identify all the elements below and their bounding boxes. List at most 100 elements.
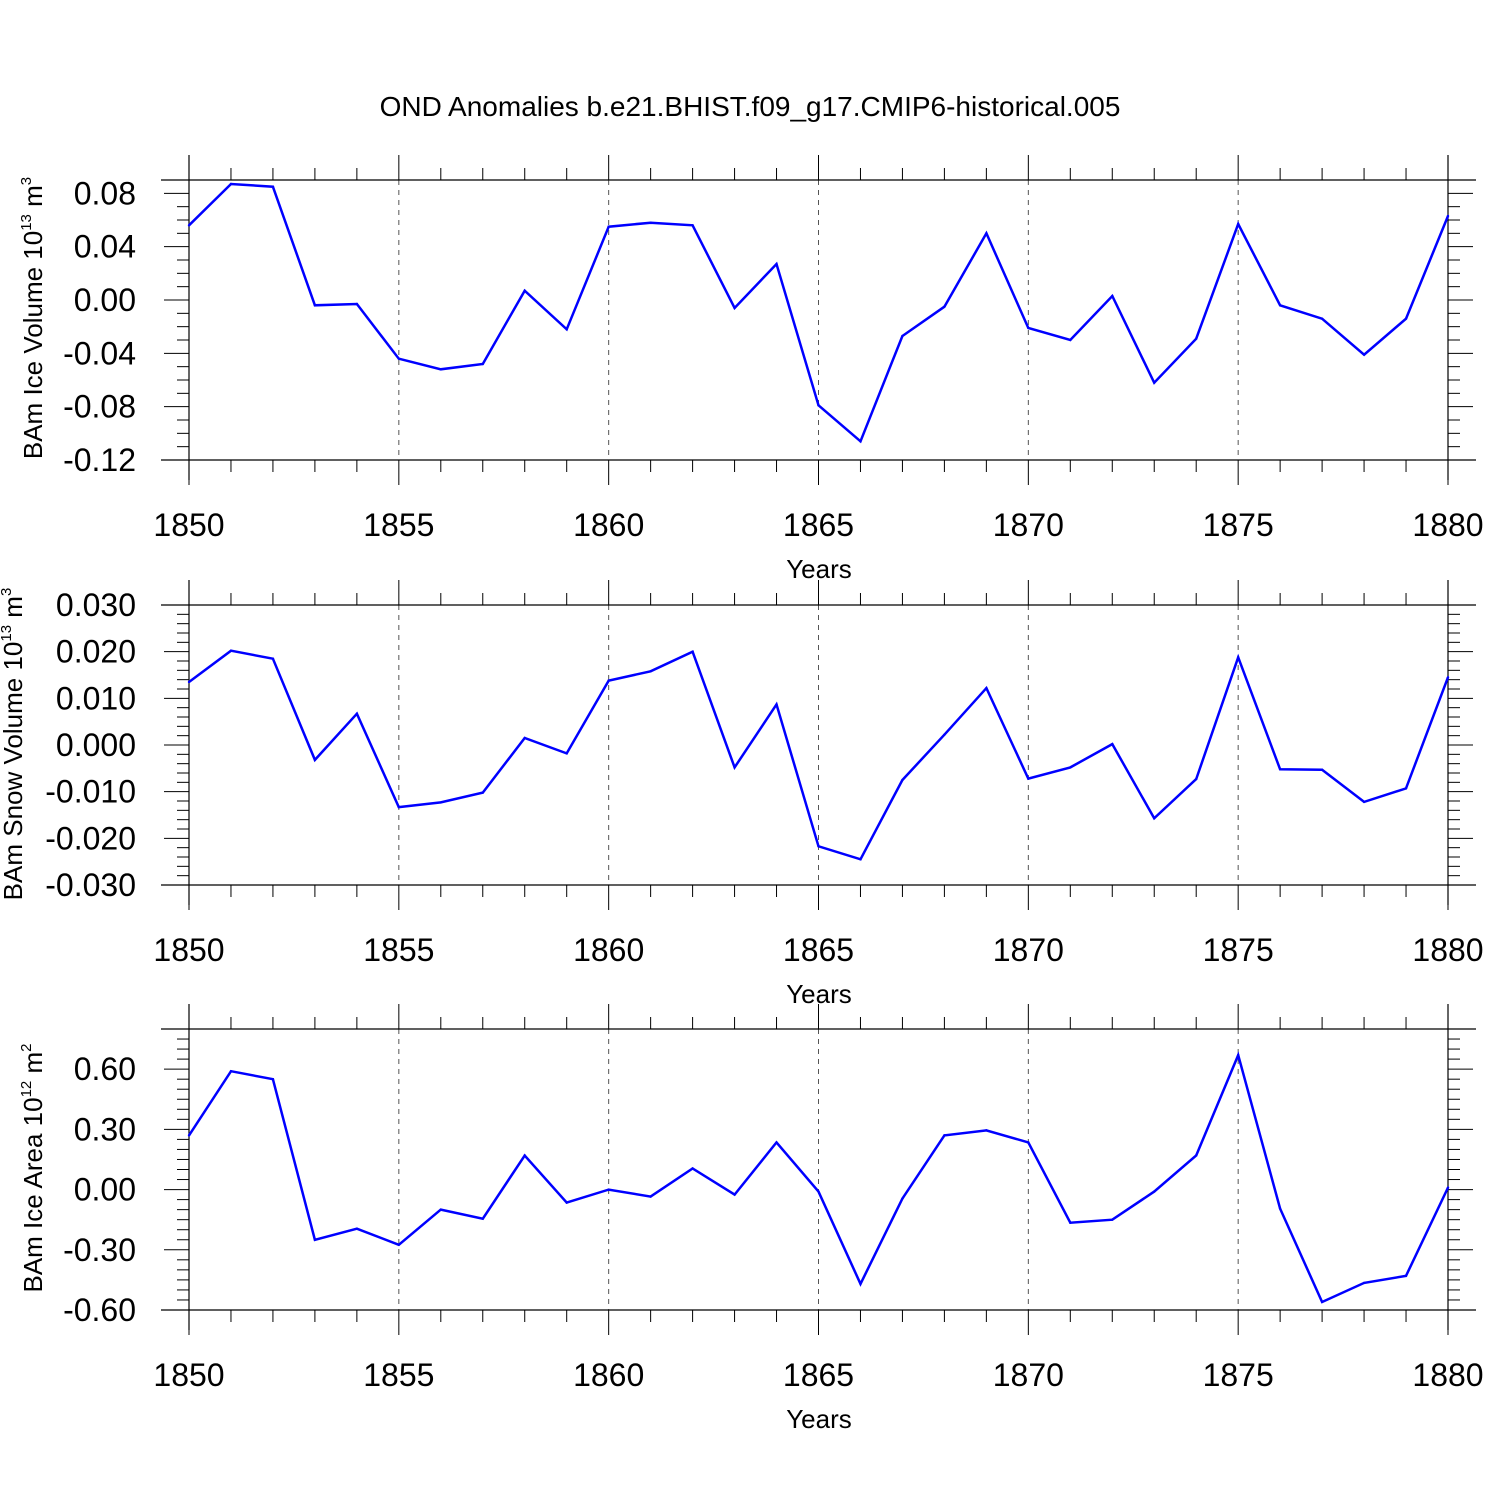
ice-volume-data-point (1069, 338, 1072, 342)
snow-volume-data-point (817, 845, 820, 848)
ice-area-data-point (271, 1077, 275, 1081)
snow-volume-data-point (1195, 777, 1198, 781)
snow-volume-data-point (1404, 787, 1408, 790)
ice-volume-y-tick-label: 0.04 (74, 229, 136, 265)
ice-area-data-point (775, 1141, 778, 1144)
snow-volume-data-point (1069, 766, 1072, 769)
ice-area-y-tick-label: 0.30 (74, 1111, 136, 1147)
snow-volume-data-point (1446, 676, 1450, 679)
ice-volume-data-point (271, 185, 275, 188)
ice-area-x-tick-label: 1870 (993, 1357, 1064, 1393)
ice-volume-data-point (1027, 326, 1030, 330)
ice-area-data-point (1320, 1300, 1324, 1304)
ice-area-data-point (817, 1190, 820, 1193)
ice-volume-data-point (1195, 337, 1198, 340)
ice-area-data-point (481, 1217, 484, 1220)
ice-volume-data-point (1236, 222, 1240, 226)
snow-volume-data-point (397, 805, 401, 809)
ice-volume-data-point (649, 221, 652, 224)
ice-volume-x-tick-label: 1865 (783, 507, 854, 543)
ice-volume-data-point (565, 328, 568, 331)
snow-volume-data-point (439, 801, 442, 804)
ice-area-data-point (649, 1195, 652, 1198)
snow-volume-y-tick-label: -0.030 (45, 867, 136, 903)
snow-volume-data-point (1362, 800, 1366, 804)
ice-area-data-point (1111, 1218, 1114, 1221)
ice-area-x-tick-label: 1850 (153, 1357, 224, 1393)
ice-area-data-point (397, 1243, 401, 1246)
snow-volume-data-point (313, 758, 317, 762)
ice-area-data-point (313, 1238, 317, 1241)
ice-volume-data-point (187, 224, 191, 227)
ice-volume-data-point (1111, 294, 1114, 298)
ice-area-data-point (355, 1227, 359, 1230)
ice-area-data-point (733, 1193, 736, 1196)
ice-volume-data-point (397, 357, 401, 360)
chart-title: OND Anomalies b.e21.BHIST.f09_g17.CMIP6-… (380, 91, 1121, 122)
ice-volume-data-point (481, 362, 484, 366)
snow-volume-data-point (1027, 777, 1030, 780)
ice-area-data-point (229, 1069, 233, 1073)
snow-volume-y-tick-label: 0.020 (56, 634, 136, 670)
ice-area-data-point (607, 1188, 610, 1191)
ice-area-x-tick-label: 1875 (1203, 1357, 1274, 1393)
ice-volume-y-tick-label: -0.04 (63, 335, 136, 371)
snow-volume-x-tick-label: 1860 (573, 932, 644, 968)
snow-volume-data-point (187, 680, 191, 684)
ice-volume-data-point (439, 368, 442, 371)
ice-volume-x-tick-label: 1880 (1412, 507, 1483, 543)
ice-volume-data-point (1446, 214, 1450, 218)
ice-volume-x-tick-label: 1870 (993, 507, 1064, 543)
ice-area-data-point (1195, 1154, 1198, 1157)
snow-volume-x-tick-label: 1865 (783, 932, 854, 968)
snow-volume-data-point (775, 703, 778, 706)
ice-area-data-point (1153, 1190, 1156, 1193)
ice-area-data-point (943, 1134, 946, 1137)
ice-area-panel: BAm Ice Area 1012 m2 Years 1850 1855 1860 1… (18, 1004, 1484, 1434)
snow-volume-data-point (523, 736, 526, 740)
snow-volume-data-point (1320, 768, 1324, 771)
snow-volume-panel: BAm Snow Volume 1013 m3 Years 1850185518… (0, 580, 1484, 1009)
snow-volume-data-point (271, 657, 275, 660)
snow-volume-y-tick-label: 0.030 (56, 587, 136, 623)
ice-volume-x-tick-label: 1850 (153, 507, 224, 543)
ice-area-x-tick-label: 1865 (783, 1357, 854, 1393)
snow-volume-x-tick-label: 1850 (153, 932, 224, 968)
ice-volume-data-point (817, 404, 820, 407)
ice-volume-data-point (859, 440, 862, 443)
snow-volume-x-tick-label: 1870 (993, 932, 1064, 968)
ice-area-data-point (1404, 1274, 1408, 1278)
ice-area-y-tick-label: 0.60 (74, 1051, 136, 1087)
snow-volume-data-point (229, 649, 233, 652)
ice-volume-data-point (1320, 317, 1324, 320)
ice-volume-x-tick-label: 1855 (363, 507, 434, 543)
ice-area-data-point (523, 1154, 526, 1157)
ice-volume-data-point (691, 224, 694, 227)
snow-volume-x-tick-label: 1855 (363, 932, 434, 968)
ice-area-data-point (859, 1282, 862, 1286)
snow-volume-data-point (901, 778, 904, 782)
ice-volume-data-point (1362, 353, 1366, 356)
ice-volume-data-point (901, 334, 904, 338)
snow-volume-data-point (355, 712, 359, 715)
ice-area-x-tick-label: 1880 (1412, 1357, 1483, 1393)
ice-volume-data-point (733, 306, 736, 310)
ice-volume-data-point (985, 232, 988, 235)
snow-volume-data-point (733, 766, 736, 769)
ice-area-x-tick-label: 1855 (363, 1357, 434, 1393)
ice-area-data-point (1278, 1207, 1282, 1210)
ice-area-y-tick-label: -0.30 (63, 1232, 136, 1268)
snow-volume-data-point (1236, 656, 1240, 659)
ice-area-ylabel: BAm Ice Area 1012 m2 (18, 1043, 48, 1292)
snow-volume-data-point (565, 752, 568, 755)
ice-volume-y-tick-label: 0.00 (74, 282, 136, 318)
snow-volume-data-point (859, 858, 862, 861)
ice-volume-data-point (313, 304, 317, 307)
snow-volume-y-tick-label: 0.000 (56, 727, 136, 763)
ice-area-data-point (439, 1208, 442, 1211)
ice-area-data-point (1236, 1053, 1240, 1057)
ice-volume-data-point (943, 305, 946, 308)
ice-volume-data-point (355, 302, 359, 306)
ice-volume-data-point (607, 225, 610, 228)
